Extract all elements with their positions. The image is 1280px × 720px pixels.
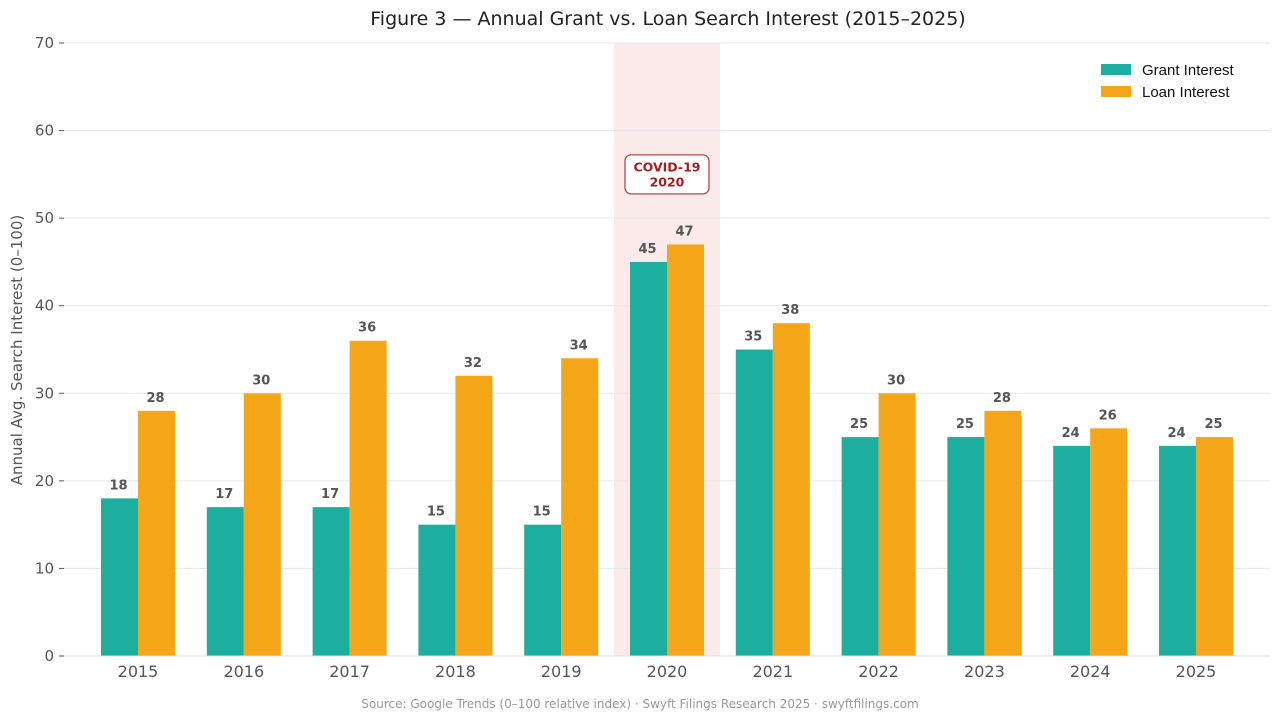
- x-tick-label-2025: 2025: [1176, 662, 1217, 681]
- bar-loan-2017: [349, 340, 387, 656]
- x-tick-label-2023: 2023: [964, 662, 1005, 681]
- y-tick-label: 60: [35, 122, 54, 140]
- x-tick-label-2022: 2022: [858, 662, 899, 681]
- bar-grant-2017: [312, 507, 350, 656]
- bar-loan-2018: [455, 375, 493, 656]
- x-tick-label-2016: 2016: [223, 662, 264, 681]
- x-tick-label-2019: 2019: [541, 662, 582, 681]
- chart-title: Figure 3 — Annual Grant vs. Loan Search …: [370, 8, 965, 30]
- data-label-grant-2025: 24: [1167, 426, 1185, 441]
- x-tick-label-2018: 2018: [435, 662, 476, 681]
- data-label-loan-2020: 47: [675, 224, 693, 239]
- data-label-loan-2022: 30: [887, 373, 905, 388]
- x-tick-label-2024: 2024: [1070, 662, 1111, 681]
- bar-grant-2020: [630, 261, 667, 656]
- data-label-loan-2021: 38: [781, 303, 799, 318]
- bar-loan-2021: [772, 323, 810, 656]
- legend-label-grant: Grant Interest: [1142, 62, 1235, 79]
- data-label-loan-2023: 28: [993, 391, 1011, 406]
- data-label-grant-2016: 17: [215, 487, 233, 502]
- data-label-grant-2019: 15: [533, 505, 551, 520]
- data-label-loan-2017: 36: [358, 321, 376, 336]
- bar-grant-2019: [524, 524, 562, 656]
- bar-loan-2022: [878, 393, 916, 656]
- source-note: Source: Google Trends (0–100 relative in…: [361, 697, 918, 711]
- legend: Grant Interest Loan Interest: [1101, 62, 1235, 101]
- axes: 0 10 20 30 40 50 60 70 2015 2016 2017 2018 2019 2020 2…: [35, 34, 1270, 681]
- bar-loan-2023: [984, 410, 1022, 656]
- bar-loan-2020: [667, 244, 704, 656]
- x-tick-label-2021: 2021: [752, 662, 793, 681]
- data-labels: 18 28 17 30 17 36 15 32 15 34 45 47 35 38 25 30 25 28 24 26…: [109, 224, 1222, 519]
- y-tick-label: 0: [44, 647, 54, 665]
- data-label-loan-2019: 34: [570, 338, 588, 353]
- data-label-loan-2018: 32: [464, 356, 482, 371]
- bar-loan-2024: [1090, 428, 1128, 656]
- x-tick-label-2017: 2017: [329, 662, 370, 681]
- annotation-year: 2020: [650, 174, 685, 189]
- covid-annotation: COVID-19 2020: [624, 154, 710, 195]
- x-tick-label-2020: 2020: [647, 662, 688, 681]
- legend-swatch-loan: [1101, 86, 1131, 97]
- bar-grant-2022: [841, 437, 879, 656]
- bar-loan-2025: [1196, 437, 1233, 656]
- data-label-loan-2016: 30: [252, 373, 270, 388]
- x-tick-label-2015: 2015: [118, 662, 159, 681]
- annotation-box: [624, 154, 710, 195]
- legend-label-loan: Loan Interest: [1142, 84, 1230, 101]
- bar-grant-2025: [1159, 445, 1196, 656]
- data-label-grant-2017: 17: [321, 487, 339, 502]
- bar-loan-2015: [138, 410, 175, 656]
- data-label-grant-2020: 45: [638, 242, 656, 257]
- y-tick-label: 50: [35, 209, 54, 227]
- bar-grant-2018: [418, 524, 456, 656]
- y-tick-label: 40: [35, 297, 54, 315]
- data-label-loan-2024: 26: [1099, 408, 1117, 423]
- data-label-loan-2015: 28: [146, 391, 164, 406]
- bar-grant-2015: [101, 498, 138, 656]
- y-tick-label: 10: [35, 559, 54, 577]
- data-label-grant-2024: 24: [1062, 426, 1080, 441]
- data-label-grant-2021: 35: [744, 330, 762, 345]
- bar-grant-2016: [206, 507, 244, 656]
- annotation-label: COVID-19: [634, 159, 701, 174]
- bar-grant-2024: [1053, 445, 1091, 656]
- bars: [101, 244, 1233, 656]
- bar-grant-2023: [947, 437, 985, 656]
- y-tick-label: 30: [35, 384, 54, 402]
- data-label-grant-2015: 18: [109, 478, 127, 493]
- data-label-loan-2025: 25: [1204, 417, 1222, 432]
- y-tick-label: 20: [35, 472, 54, 490]
- bar-loan-2019: [561, 358, 599, 656]
- bar-loan-2016: [243, 393, 281, 656]
- legend-swatch-grant: [1101, 64, 1131, 75]
- data-label-grant-2018: 15: [427, 505, 445, 520]
- data-label-grant-2022: 25: [850, 417, 868, 432]
- y-tick-label: 70: [35, 34, 54, 52]
- y-axis-label: Annual Avg. Search Interest (0–100): [8, 215, 26, 485]
- data-label-grant-2023: 25: [956, 417, 974, 432]
- bar-grant-2021: [735, 349, 773, 656]
